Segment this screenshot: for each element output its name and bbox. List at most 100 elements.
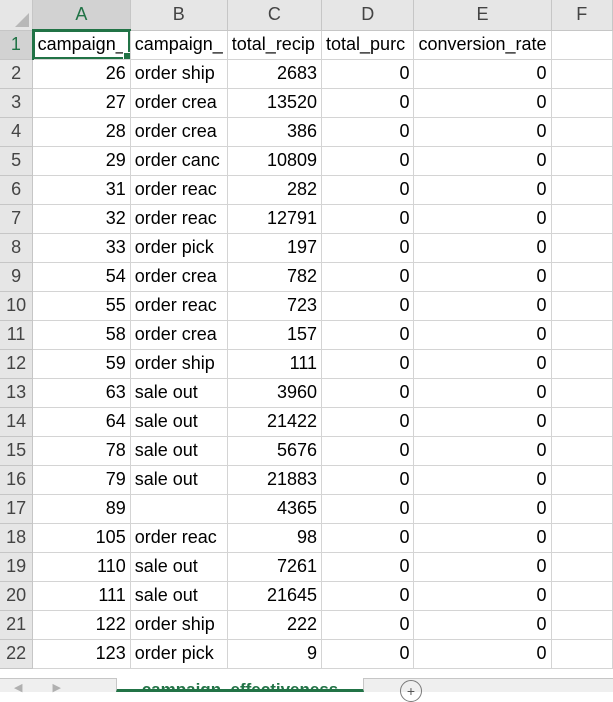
row-header[interactable]: 17: [0, 494, 34, 524]
row-header[interactable]: 9: [0, 262, 34, 292]
cell-campaign-name[interactable]: sale out: [130, 552, 228, 582]
sheet-nav-right-icon[interactable]: ▶: [52, 682, 91, 694]
cell-campaign-name[interactable]: [130, 494, 228, 524]
cell-empty-f[interactable]: [551, 262, 613, 292]
cell-total-recipients[interactable]: 222: [227, 610, 323, 640]
sheet-tab-campaign-effectiveness[interactable]: campaign_effectiveness: [116, 678, 364, 692]
column-header-f[interactable]: F: [551, 0, 613, 31]
cell-conversion-rate[interactable]: 0: [413, 639, 552, 669]
column-header-c[interactable]: C: [227, 0, 323, 31]
cell-a1-active[interactable]: campaign_: [32, 30, 131, 60]
cell-campaign-id[interactable]: 64: [32, 407, 131, 437]
cell-campaign-name[interactable]: order pick: [130, 639, 228, 669]
cell-campaign-name[interactable]: order reac: [130, 204, 228, 234]
cell-campaign-name[interactable]: order crea: [130, 262, 228, 292]
row-header[interactable]: 13: [0, 378, 34, 408]
cell-empty-f[interactable]: [551, 378, 613, 408]
cell-campaign-id[interactable]: 26: [32, 59, 131, 89]
cell-empty-f[interactable]: [551, 291, 613, 321]
cell-total-recipients[interactable]: 21645: [227, 581, 323, 611]
cell-conversion-rate[interactable]: 0: [413, 465, 552, 495]
sheet-nav-left-icon[interactable]: ◀: [14, 682, 53, 694]
cell-total-purchases[interactable]: 0: [321, 88, 415, 118]
cell-empty-f[interactable]: [551, 233, 613, 263]
row-header[interactable]: 2: [0, 59, 34, 89]
cell-campaign-id[interactable]: 59: [32, 349, 131, 379]
cell-campaign-name[interactable]: order reac: [130, 523, 228, 553]
cell-empty-f[interactable]: [551, 117, 613, 147]
cell-campaign-id[interactable]: 63: [32, 378, 131, 408]
cell-empty-f[interactable]: [551, 465, 613, 495]
row-header[interactable]: 14: [0, 407, 34, 437]
cell-conversion-rate[interactable]: 0: [413, 59, 552, 89]
cell-f1[interactable]: [551, 30, 613, 60]
cell-total-purchases[interactable]: 0: [321, 552, 415, 582]
cell-conversion-rate[interactable]: 0: [413, 407, 552, 437]
cell-campaign-id[interactable]: 33: [32, 233, 131, 263]
select-all-corner[interactable]: [0, 0, 34, 31]
row-header[interactable]: 15: [0, 436, 34, 466]
row-header[interactable]: 11: [0, 320, 34, 350]
cell-conversion-rate[interactable]: 0: [413, 581, 552, 611]
add-sheet-icon[interactable]: +: [400, 680, 422, 702]
cell-total-purchases[interactable]: 0: [321, 378, 415, 408]
cell-empty-f[interactable]: [551, 175, 613, 205]
cell-total-recipients[interactable]: 4365: [227, 494, 323, 524]
cell-total-purchases[interactable]: 0: [321, 581, 415, 611]
row-header[interactable]: 21: [0, 610, 34, 640]
cell-conversion-rate[interactable]: 0: [413, 349, 552, 379]
cell-conversion-rate[interactable]: 0: [413, 291, 552, 321]
cell-total-purchases[interactable]: 0: [321, 320, 415, 350]
cell-campaign-name[interactable]: sale out: [130, 407, 228, 437]
cell-total-purchases[interactable]: 0: [321, 204, 415, 234]
cell-c1[interactable]: total_recip: [227, 30, 323, 60]
cell-total-purchases[interactable]: 0: [321, 175, 415, 205]
cell-total-purchases[interactable]: 0: [321, 610, 415, 640]
cell-total-recipients[interactable]: 782: [227, 262, 323, 292]
cell-campaign-id[interactable]: 122: [32, 610, 131, 640]
cell-empty-f[interactable]: [551, 349, 613, 379]
cell-total-purchases[interactable]: 0: [321, 262, 415, 292]
row-header[interactable]: 10: [0, 291, 34, 321]
cell-conversion-rate[interactable]: 0: [413, 204, 552, 234]
cell-conversion-rate[interactable]: 0: [413, 233, 552, 263]
cell-campaign-id[interactable]: 55: [32, 291, 131, 321]
cell-empty-f[interactable]: [551, 610, 613, 640]
cell-total-purchases[interactable]: 0: [321, 291, 415, 321]
cell-total-recipients[interactable]: 5676: [227, 436, 323, 466]
row-header[interactable]: 5: [0, 146, 34, 176]
cell-campaign-id[interactable]: 123: [32, 639, 131, 669]
row-header[interactable]: 6: [0, 175, 34, 205]
cell-total-purchases[interactable]: 0: [321, 349, 415, 379]
row-header[interactable]: 3: [0, 88, 34, 118]
cell-campaign-id[interactable]: 105: [32, 523, 131, 553]
cell-conversion-rate[interactable]: 0: [413, 117, 552, 147]
cell-empty-f[interactable]: [551, 204, 613, 234]
cell-total-recipients[interactable]: 157: [227, 320, 323, 350]
cell-total-recipients[interactable]: 21422: [227, 407, 323, 437]
cell-campaign-id[interactable]: 31: [32, 175, 131, 205]
cell-empty-f[interactable]: [551, 523, 613, 553]
cell-conversion-rate[interactable]: 0: [413, 378, 552, 408]
cell-campaign-name[interactable]: sale out: [130, 378, 228, 408]
cell-campaign-id[interactable]: 78: [32, 436, 131, 466]
cell-total-recipients[interactable]: 3960: [227, 378, 323, 408]
cell-total-recipients[interactable]: 13520: [227, 88, 323, 118]
cell-conversion-rate[interactable]: 0: [413, 88, 552, 118]
cell-campaign-id[interactable]: 58: [32, 320, 131, 350]
cell-campaign-id[interactable]: 28: [32, 117, 131, 147]
cell-conversion-rate[interactable]: 0: [413, 262, 552, 292]
cell-campaign-name[interactable]: order crea: [130, 117, 228, 147]
cell-empty-f[interactable]: [551, 494, 613, 524]
cell-total-recipients[interactable]: 111: [227, 349, 323, 379]
row-header[interactable]: 1: [0, 30, 34, 60]
cell-total-purchases[interactable]: 0: [321, 465, 415, 495]
cell-total-recipients[interactable]: 2683: [227, 59, 323, 89]
row-header[interactable]: 20: [0, 581, 34, 611]
cell-conversion-rate[interactable]: 0: [413, 552, 552, 582]
cell-campaign-name[interactable]: order ship: [130, 59, 228, 89]
cell-empty-f[interactable]: [551, 581, 613, 611]
cell-conversion-rate[interactable]: 0: [413, 320, 552, 350]
row-header[interactable]: 7: [0, 204, 34, 234]
cell-total-recipients[interactable]: 21883: [227, 465, 323, 495]
